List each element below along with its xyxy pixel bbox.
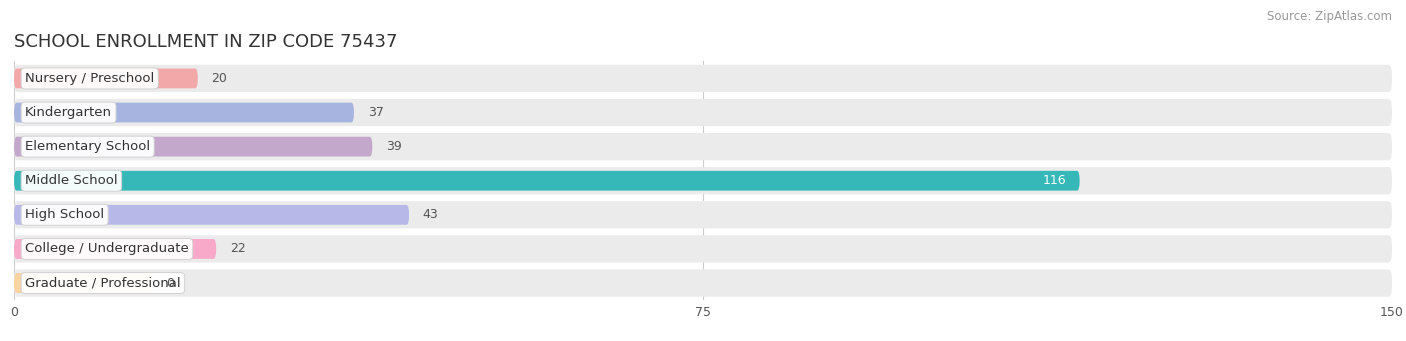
Text: 43: 43 <box>423 208 439 221</box>
FancyBboxPatch shape <box>14 99 1392 126</box>
Text: Graduate / Professional: Graduate / Professional <box>25 277 181 290</box>
Text: Nursery / Preschool: Nursery / Preschool <box>25 72 155 85</box>
FancyBboxPatch shape <box>14 171 1080 191</box>
FancyBboxPatch shape <box>14 167 1392 194</box>
FancyBboxPatch shape <box>14 205 409 225</box>
Text: 22: 22 <box>231 242 246 255</box>
FancyBboxPatch shape <box>14 103 354 122</box>
FancyBboxPatch shape <box>14 269 1392 297</box>
FancyBboxPatch shape <box>14 239 217 259</box>
Text: Kindergarten: Kindergarten <box>25 106 112 119</box>
Text: Elementary School: Elementary School <box>25 140 150 153</box>
FancyBboxPatch shape <box>14 133 1392 160</box>
Text: College / Undergraduate: College / Undergraduate <box>25 242 188 255</box>
Text: Middle School: Middle School <box>25 174 118 187</box>
Text: 37: 37 <box>368 106 384 119</box>
Text: Source: ZipAtlas.com: Source: ZipAtlas.com <box>1267 10 1392 23</box>
FancyBboxPatch shape <box>14 65 1392 92</box>
FancyBboxPatch shape <box>14 201 1392 228</box>
FancyBboxPatch shape <box>14 137 373 157</box>
Text: High School: High School <box>25 208 104 221</box>
Text: 116: 116 <box>1042 174 1066 187</box>
Text: 0: 0 <box>166 277 173 290</box>
Text: 39: 39 <box>387 140 402 153</box>
FancyBboxPatch shape <box>14 235 1392 263</box>
Text: SCHOOL ENROLLMENT IN ZIP CODE 75437: SCHOOL ENROLLMENT IN ZIP CODE 75437 <box>14 33 398 51</box>
FancyBboxPatch shape <box>14 273 152 293</box>
FancyBboxPatch shape <box>14 69 198 88</box>
Text: 20: 20 <box>211 72 228 85</box>
